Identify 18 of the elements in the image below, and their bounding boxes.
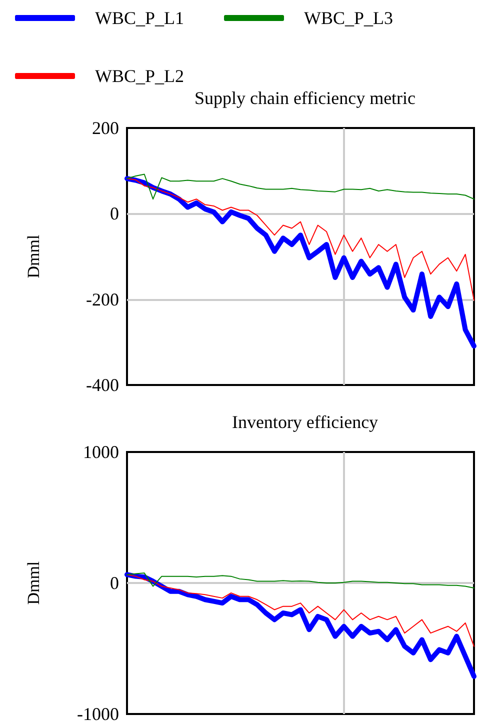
chart-title: Inventory efficiency — [232, 412, 378, 432]
line-series — [126, 574, 474, 647]
y-tick-label: -200 — [86, 289, 119, 310]
y-tick-label: -1000 — [77, 704, 119, 724]
legend-label: WBC_P_L1 — [95, 8, 184, 28]
line-series — [126, 178, 474, 301]
line-series — [126, 572, 474, 588]
y-axis-title: Dmml — [24, 561, 43, 605]
y-tick-label: 0 — [110, 204, 119, 224]
y-tick-label: -400 — [86, 375, 119, 395]
line-series — [126, 174, 474, 200]
y-tick-label: 200 — [92, 118, 119, 138]
y-axis-title: Dmml — [24, 234, 43, 278]
y-tick-label: 1000 — [83, 442, 119, 462]
legend-label: WBC_P_L3 — [304, 8, 394, 28]
chart-title: Supply chain efficiency metric — [194, 88, 416, 108]
y-tick-label: 0 — [110, 573, 119, 593]
legend-label: WBC_P_L2 — [95, 66, 184, 86]
